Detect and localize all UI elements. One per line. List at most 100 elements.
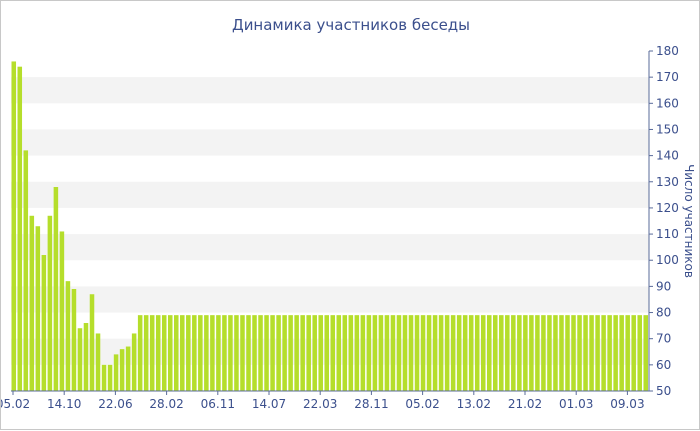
bar xyxy=(390,315,396,391)
y-tick-label: 60 xyxy=(656,358,671,372)
bar xyxy=(384,315,390,391)
bars xyxy=(11,61,648,391)
chart-title: Динамика участников беседы xyxy=(232,16,470,34)
bar xyxy=(342,315,348,391)
y-axis-label: Число участников xyxy=(682,164,696,278)
y-tick-label: 50 xyxy=(656,384,671,398)
grid-bands xyxy=(11,77,649,365)
bar xyxy=(625,315,630,391)
bar xyxy=(65,281,71,391)
bar xyxy=(601,315,606,391)
bar xyxy=(486,315,492,391)
y-tick-label: 140 xyxy=(656,149,679,163)
bar xyxy=(462,315,468,391)
bar xyxy=(432,315,438,391)
y-tick-label: 170 xyxy=(656,70,679,84)
bar xyxy=(143,315,149,391)
bar xyxy=(438,315,444,391)
bar xyxy=(167,315,173,391)
bar xyxy=(270,315,275,391)
bar xyxy=(444,315,450,391)
grid-band xyxy=(11,77,649,104)
bar xyxy=(589,315,594,391)
bar xyxy=(107,364,113,391)
bar xyxy=(47,215,53,391)
bar xyxy=(547,315,552,391)
x-tick-label: 09.03 xyxy=(610,397,644,411)
bar xyxy=(414,315,420,391)
y-tick-label: 100 xyxy=(656,253,679,267)
bar xyxy=(95,333,101,391)
y-tick-label: 120 xyxy=(656,201,679,215)
bar xyxy=(83,323,89,391)
x-tick-label: 22.06 xyxy=(98,397,132,411)
bar xyxy=(450,315,456,391)
bar xyxy=(541,315,546,391)
bar xyxy=(113,354,119,391)
bar xyxy=(29,215,35,391)
bar xyxy=(348,315,354,391)
bar xyxy=(216,315,221,391)
bar xyxy=(204,315,209,391)
bar xyxy=(240,315,245,391)
bar xyxy=(101,364,107,391)
bar xyxy=(180,315,185,391)
bar xyxy=(366,315,372,391)
bar xyxy=(246,315,251,391)
bar xyxy=(210,315,215,391)
x-tick-label: 28.11 xyxy=(354,397,388,411)
bar xyxy=(294,315,299,391)
bar xyxy=(378,315,384,391)
bar xyxy=(571,315,576,391)
bar xyxy=(228,315,233,391)
x-tick-label: 01.03 xyxy=(559,397,593,411)
bar xyxy=(480,315,486,391)
bar xyxy=(354,315,360,391)
y-tick-label: 160 xyxy=(656,96,679,110)
y-tick-label: 130 xyxy=(656,175,679,189)
y-ticks: 50 60 70 80 90 100 110 120 130 140 150 160 170 180 xyxy=(649,44,679,398)
bar xyxy=(619,315,624,391)
bar xyxy=(288,315,293,391)
bar xyxy=(613,315,618,391)
bar xyxy=(222,315,227,391)
bar xyxy=(408,315,414,391)
bar xyxy=(89,294,95,391)
bar xyxy=(505,315,510,391)
bar xyxy=(119,349,125,391)
bar xyxy=(529,315,534,391)
bar xyxy=(131,333,137,391)
bar xyxy=(456,315,462,391)
y-tick-label: 70 xyxy=(656,332,671,346)
bar xyxy=(234,315,239,391)
bar xyxy=(161,315,167,391)
bar xyxy=(264,315,269,391)
x-tick-label: 05.02 xyxy=(405,397,439,411)
bar xyxy=(553,315,558,391)
bar xyxy=(35,226,41,391)
x-tick-label: 13.02 xyxy=(457,397,491,411)
bar xyxy=(155,315,161,391)
bar xyxy=(595,315,600,391)
grid-band xyxy=(11,129,649,156)
bar xyxy=(23,150,29,391)
bar xyxy=(360,315,366,391)
bar xyxy=(583,315,588,391)
bar xyxy=(499,315,504,391)
bar xyxy=(426,315,432,391)
bar xyxy=(637,315,642,391)
x-tick-label: 28.02 xyxy=(149,397,183,411)
bar xyxy=(330,315,336,391)
bar xyxy=(372,315,378,391)
x-tick-label: 06.11 xyxy=(201,397,235,411)
x-tick-label: 14.10 xyxy=(47,397,81,411)
bar xyxy=(420,315,426,391)
y-tick-label: 110 xyxy=(656,227,679,241)
bar xyxy=(137,315,143,391)
bar xyxy=(631,315,636,391)
bar xyxy=(493,315,498,391)
bar xyxy=(149,315,155,391)
bar xyxy=(306,315,311,391)
bar xyxy=(318,315,323,391)
